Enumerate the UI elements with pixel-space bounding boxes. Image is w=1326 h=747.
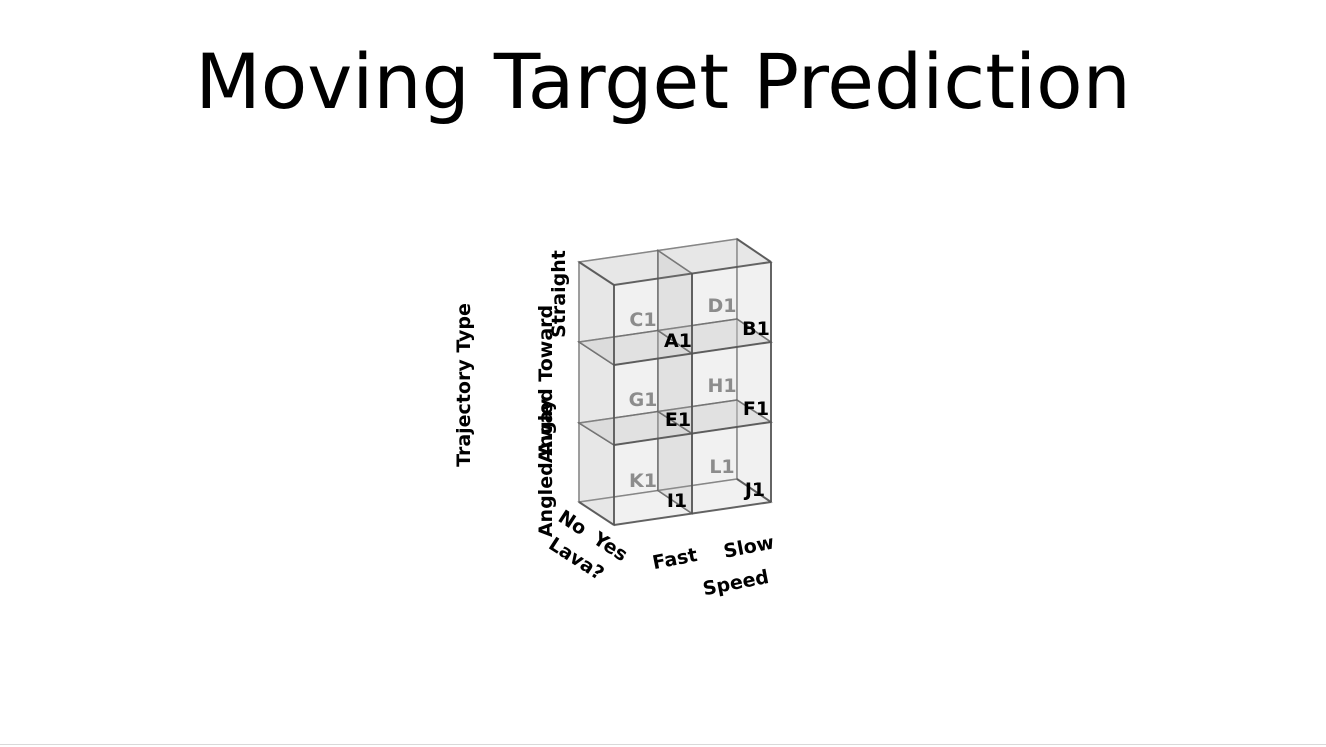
bottom-divider	[0, 744, 1326, 745]
cell-label-f1: F1	[743, 398, 769, 420]
axis-title-trajectory-type: Trajectory Type	[453, 303, 475, 467]
tick-speed-slow: Slow	[722, 531, 776, 562]
tick-straight: Straight	[548, 250, 570, 338]
cell-label-b1: B1	[742, 318, 770, 340]
tick-angled-away: Angled Away	[535, 398, 557, 537]
tick-speed-fast: Fast	[651, 544, 699, 574]
depth-edge-tr	[736, 238, 772, 263]
cell-label-c1: C1	[629, 309, 656, 331]
cell-label-d1: D1	[708, 295, 737, 317]
axis-title-speed: Speed	[701, 566, 771, 600]
cell-label-g1: G1	[629, 389, 658, 411]
cell-label-l1: L1	[709, 456, 734, 478]
cell-label-a1: A1	[664, 330, 692, 352]
cube-grid	[576, 237, 774, 527]
depth-edge-br	[736, 478, 772, 503]
tick-angled-toward: Angled Toward	[535, 305, 557, 463]
cell-label-j1: J1	[743, 479, 765, 501]
cell-label-i1: I1	[667, 490, 687, 512]
cell-label-k1: K1	[629, 470, 657, 492]
cell-label-h1: H1	[707, 375, 736, 397]
cell-label-e1: E1	[665, 409, 691, 431]
slide-title: Moving Target Prediction	[195, 37, 1131, 126]
depth-edge-bl	[578, 501, 615, 526]
depth-edge-tl	[578, 261, 615, 286]
